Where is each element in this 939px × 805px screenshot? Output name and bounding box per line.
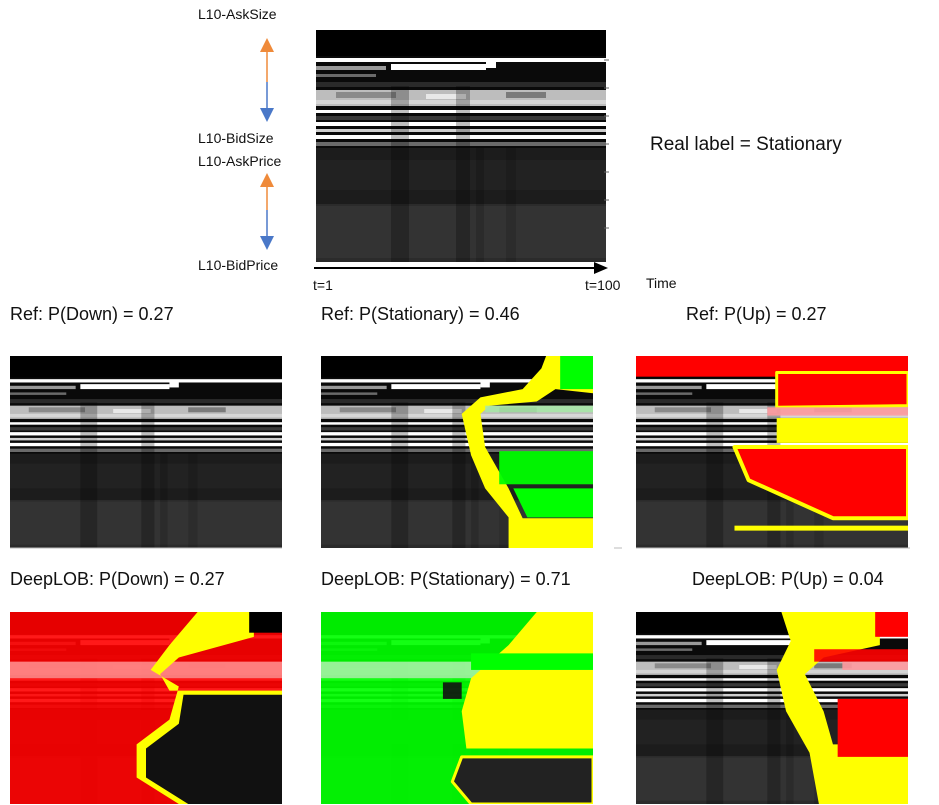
range-arrows [260,38,274,250]
label-ask-price: L10-AskPrice [198,153,282,169]
ref-up-heatmap [636,356,908,548]
ref-stationary-title: Ref: P(Stationary) = 0.46 [321,304,520,324]
time-start-label: t=1 [313,277,333,293]
time-end-label: t=100 [585,277,621,293]
ref-stationary-heatmap [321,356,593,548]
deeplob-down-title: DeepLOB: P(Down) = 0.27 [10,569,225,589]
ref-down-panel [10,356,282,548]
ref-down-title: Ref: P(Down) = 0.27 [10,304,174,324]
deeplob-stationary-panel [321,612,593,804]
lob-heatmap-image [316,30,606,262]
deeplob-down-heatmap [10,612,282,804]
ref-down-heatmap [10,356,282,548]
deeplob-stationary-heatmap [321,612,593,804]
deeplob-up-title: DeepLOB: P(Up) = 0.04 [692,569,884,589]
ref-stationary-panel [321,356,593,548]
ref-up-panel [636,356,908,548]
heatmap-ticks [604,59,609,229]
input-heatmap [316,30,606,262]
price-range-arrow [260,173,274,250]
label-bid-price: L10-BidPrice [198,257,279,273]
deeplob-up-panel [636,612,908,804]
time-axis-arrow [314,262,608,274]
label-ask-size: L10-AskSize [198,6,277,22]
deeplob-stationary-title: DeepLOB: P(Stationary) = 0.71 [321,569,571,589]
label-bid-size: L10-BidSize [198,130,274,146]
deeplob-down-panel [10,612,282,804]
ref-up-title: Ref: P(Up) = 0.27 [686,304,827,324]
ref-panels-axis [10,547,910,549]
deeplob-up-heatmap [636,612,908,804]
size-range-arrow [260,38,274,122]
real-label: Real label = Stationary [650,134,842,155]
time-axis-label: Time [646,275,677,291]
